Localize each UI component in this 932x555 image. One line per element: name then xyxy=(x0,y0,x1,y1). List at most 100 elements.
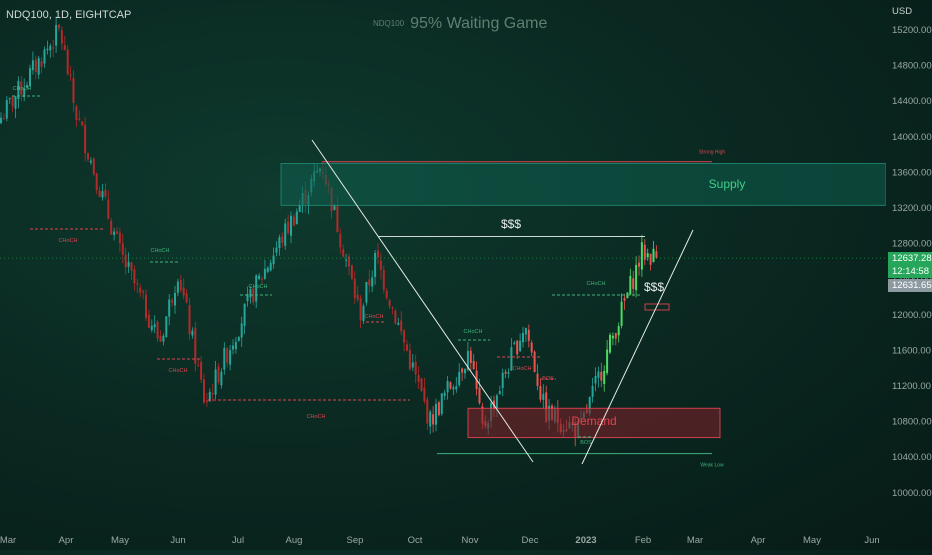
candle-body xyxy=(539,386,542,400)
candle-body xyxy=(223,348,226,370)
candle-body xyxy=(49,45,52,51)
candle-body xyxy=(588,396,591,414)
liquidity-label-top: $$$ xyxy=(501,217,521,231)
price-tick-label: 13200.00 xyxy=(892,203,932,214)
price-tick-label: 15200.00 xyxy=(892,25,932,36)
time-tick-label: Mar xyxy=(687,535,703,546)
candle-body xyxy=(524,327,527,335)
candle-body xyxy=(266,267,269,272)
time-tick-label: Jul xyxy=(232,535,244,546)
candle-body xyxy=(191,330,194,336)
candle-body xyxy=(382,269,385,290)
candle-body xyxy=(510,347,513,371)
candle-body xyxy=(414,361,417,375)
time-tick-label: Jun xyxy=(170,535,185,546)
candle-body xyxy=(420,378,423,391)
candle-body xyxy=(147,314,150,328)
candle-body xyxy=(507,372,510,374)
candle-body xyxy=(437,402,440,416)
descending-trendline xyxy=(311,139,534,463)
candle-body xyxy=(142,291,145,293)
time-tick-label: Oct xyxy=(408,535,423,546)
time-tick-label: Feb xyxy=(635,535,651,546)
candle-body xyxy=(649,253,652,265)
candle-body xyxy=(391,307,394,309)
candle-body xyxy=(29,68,31,87)
candle-body xyxy=(333,204,336,211)
candle-body xyxy=(655,251,658,258)
candle-body xyxy=(455,386,458,390)
candle-body xyxy=(229,350,232,365)
structure-label: CHoCH xyxy=(169,368,188,374)
candle-body xyxy=(449,382,452,389)
candle-body xyxy=(26,84,29,88)
candle-body xyxy=(89,160,92,163)
candle-body xyxy=(118,232,121,243)
structure-label: BOS xyxy=(580,440,592,446)
ascending-trendline xyxy=(581,229,694,465)
chart-drawings: Supply Demand Strong High $$$ Weak Low $$$ CHo… xyxy=(0,86,886,469)
candle-body xyxy=(11,96,14,107)
candle-body xyxy=(629,275,632,295)
candle-body xyxy=(66,49,69,75)
candle-body xyxy=(31,60,34,71)
time-tick-label: Apr xyxy=(751,535,766,546)
weak-low-label: Weak Low xyxy=(700,463,724,469)
candle-body xyxy=(527,329,530,341)
candle-body xyxy=(295,211,298,225)
structure-label: BOS xyxy=(542,376,554,382)
candle-body xyxy=(34,59,37,73)
price-tick-label: 12000.00 xyxy=(892,310,932,321)
price-axis[interactable]: USD 15200.00 14800.00 14400.00 14000.00 13600… xyxy=(886,0,932,530)
time-tick-label: Aug xyxy=(286,535,303,546)
candle-body xyxy=(356,294,359,300)
candle-body xyxy=(14,96,17,109)
candle-body xyxy=(646,253,649,258)
title-symbol: NDQ100 xyxy=(373,19,405,29)
candle-body xyxy=(458,371,461,386)
candle-body xyxy=(101,191,104,198)
candle-body xyxy=(388,300,391,307)
candle-body xyxy=(504,371,507,374)
structure-label: CHoCH xyxy=(464,329,483,335)
candle-body xyxy=(348,256,350,267)
candle-body xyxy=(255,275,258,302)
candle-body xyxy=(261,278,263,280)
price-tick-label: 10800.00 xyxy=(892,417,932,428)
candle-body xyxy=(408,349,411,369)
time-axis[interactable]: Mar Apr May Jun Jul Aug Sep Oct Nov Dec 2023 Feb Mar… xyxy=(0,530,886,550)
candle-body xyxy=(609,334,611,353)
candle-body xyxy=(116,231,118,234)
candle-body xyxy=(237,337,240,341)
demand-label: Demand xyxy=(571,414,616,428)
candle-body xyxy=(365,281,368,303)
candle-body xyxy=(72,77,75,103)
candle-body xyxy=(603,370,606,385)
candle-body xyxy=(435,403,437,425)
candle-body xyxy=(411,362,414,368)
candle-body xyxy=(406,344,408,351)
chart-plot-area[interactable]: Supply Demand Strong High $$$ Weak Low $$$ CHo… xyxy=(0,0,886,530)
structure-label: CHoCH xyxy=(307,414,326,420)
candle-body xyxy=(226,348,229,363)
candle-body xyxy=(37,58,40,75)
price-tick-label: 14000.00 xyxy=(892,132,932,143)
candle-body xyxy=(452,387,455,390)
candle-body xyxy=(397,322,400,325)
candle-body xyxy=(379,260,382,270)
title-text: 95% Waiting Game xyxy=(410,15,548,32)
candle-body xyxy=(81,121,84,126)
candle-body xyxy=(150,325,153,331)
candle-body xyxy=(542,393,545,400)
candle-body xyxy=(110,220,113,235)
price-tick-label: 14400.00 xyxy=(892,96,932,107)
candle-body xyxy=(176,281,179,293)
candle-body xyxy=(58,24,60,29)
candle-body xyxy=(188,305,191,334)
candle-body xyxy=(623,298,626,301)
price-tick-label: 10400.00 xyxy=(892,452,932,463)
candle-body xyxy=(368,279,371,286)
price-tick-label: 11600.00 xyxy=(892,345,931,356)
candle-body xyxy=(168,299,171,317)
time-tick-label: May xyxy=(111,535,129,546)
